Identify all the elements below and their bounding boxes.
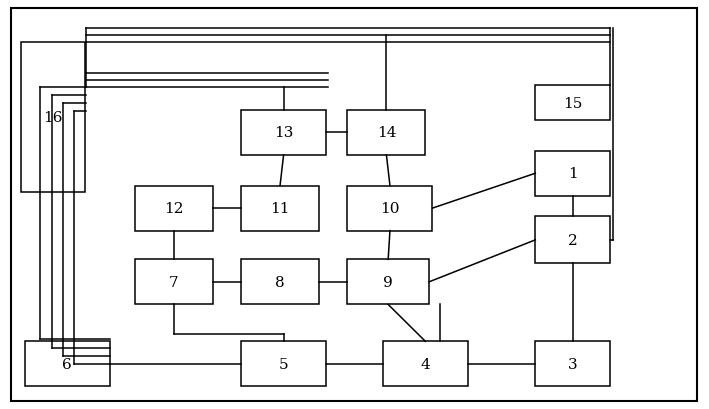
Text: 10: 10 [380,202,400,216]
Bar [241,110,326,155]
Text: 15: 15 [563,96,582,110]
Bar [241,342,326,387]
Bar [135,260,213,305]
Bar [241,260,319,305]
Bar [21,43,85,192]
Bar [347,186,432,231]
Text: 2: 2 [568,233,577,247]
Bar [347,260,429,305]
Text: 13: 13 [274,126,294,140]
Text: 7: 7 [169,275,179,289]
Bar [383,342,468,387]
Text: 12: 12 [164,202,184,216]
Bar [535,217,610,264]
Text: 11: 11 [270,202,290,216]
Bar [347,110,425,155]
Text: 9: 9 [384,275,393,289]
Bar [241,186,319,231]
Bar [135,186,213,231]
Bar [25,342,110,387]
Bar [535,151,610,196]
Text: 4: 4 [420,357,430,371]
Text: 5: 5 [279,357,289,371]
Text: 8: 8 [275,275,285,289]
Bar [535,342,610,387]
Text: 1: 1 [568,167,577,181]
Text: 16: 16 [43,110,63,125]
Text: 14: 14 [376,126,396,140]
Text: 6: 6 [62,357,72,371]
Bar [535,86,610,121]
Text: 3: 3 [568,357,577,371]
